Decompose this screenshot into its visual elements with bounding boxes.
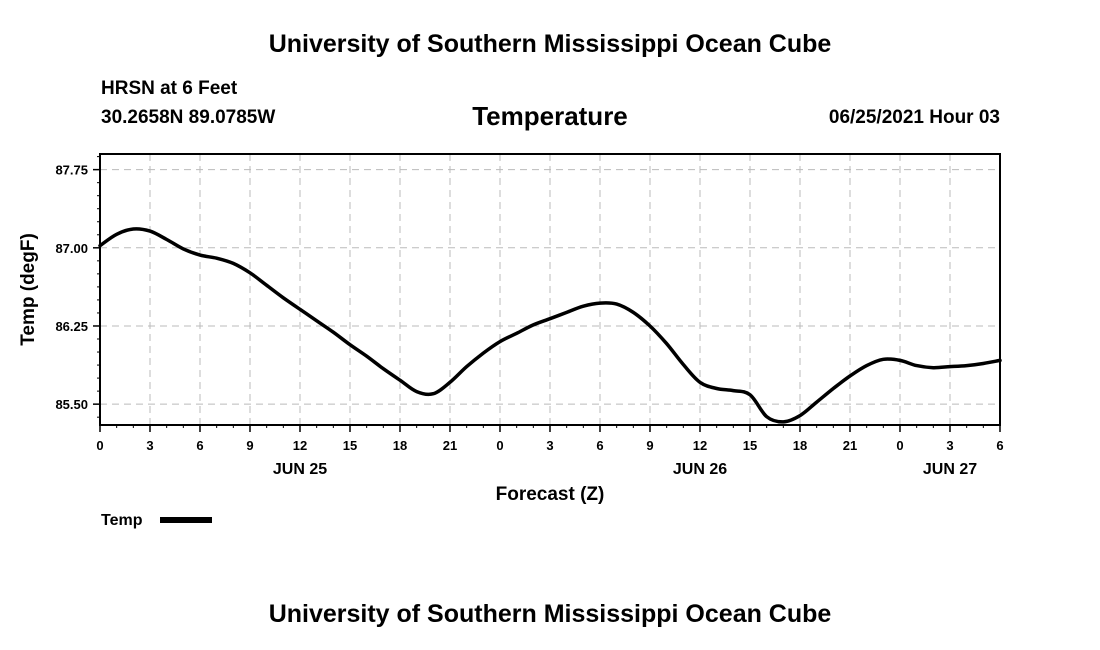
x-tick-label: 15 — [343, 438, 357, 453]
x-axis-title: Forecast (Z) — [496, 484, 605, 505]
plot-frame — [99, 153, 1001, 426]
y-tick-label: 85.50 — [55, 397, 88, 412]
x-tick-label: 9 — [246, 438, 253, 453]
x-tick-label: 0 — [496, 438, 503, 453]
x-tick-label: 3 — [946, 438, 953, 453]
x-tick-label: 18 — [393, 438, 407, 453]
grid-layer — [100, 154, 1000, 425]
legend: Temp — [101, 512, 212, 529]
top-title: University of Southern Mississippi Ocean… — [268, 30, 832, 58]
x-tick-label: 9 — [646, 438, 653, 453]
date-label: JUN 27 — [923, 461, 977, 478]
y-tick-label: 87.00 — [55, 241, 88, 256]
x-tick-label: 15 — [743, 438, 757, 453]
x-tick-label: 21 — [843, 438, 857, 453]
x-tick-label: 3 — [546, 438, 553, 453]
x-tick-label: 6 — [996, 438, 1003, 453]
x-tick-label: 0 — [896, 438, 903, 453]
variable-title: Temperature — [472, 101, 628, 131]
date-label: JUN 25 — [273, 461, 327, 478]
y-tick-label: 87.75 — [55, 163, 88, 178]
x-tick-label: 12 — [693, 438, 707, 453]
y-tick-label: 86.25 — [55, 319, 88, 334]
axis-labels: 0 3 6 9 12 15 18 21 0 3 6 9 12 15 18 21 0 3 6 85.50 86.25 87.… — [55, 163, 1003, 478]
x-tick-label: 21 — [443, 438, 457, 453]
forecast-datetime: 06/25/2021 Hour 03 — [828, 107, 1000, 128]
x-tick-label: 3 — [146, 438, 153, 453]
bottom-title: University of Southern Mississippi Ocean… — [268, 600, 832, 628]
x-tick-label: 6 — [596, 438, 603, 453]
x-tick-label: 0 — [96, 438, 103, 453]
minor-ticks — [93, 156, 1001, 432]
legend-label-temp: Temp — [101, 512, 143, 529]
series-layer — [98, 227, 1002, 424]
coordinates-label: 30.2658N 89.0785W — [101, 107, 276, 128]
series-line-temp — [98, 227, 1002, 424]
x-tick-label: 18 — [793, 438, 807, 453]
x-tick-label: 12 — [293, 438, 307, 453]
x-tick-label: 6 — [196, 438, 203, 453]
y-axis-title: Temp (degF) — [18, 233, 39, 346]
date-label: JUN 26 — [673, 461, 727, 478]
station-label: HRSN at 6 Feet — [101, 78, 238, 99]
